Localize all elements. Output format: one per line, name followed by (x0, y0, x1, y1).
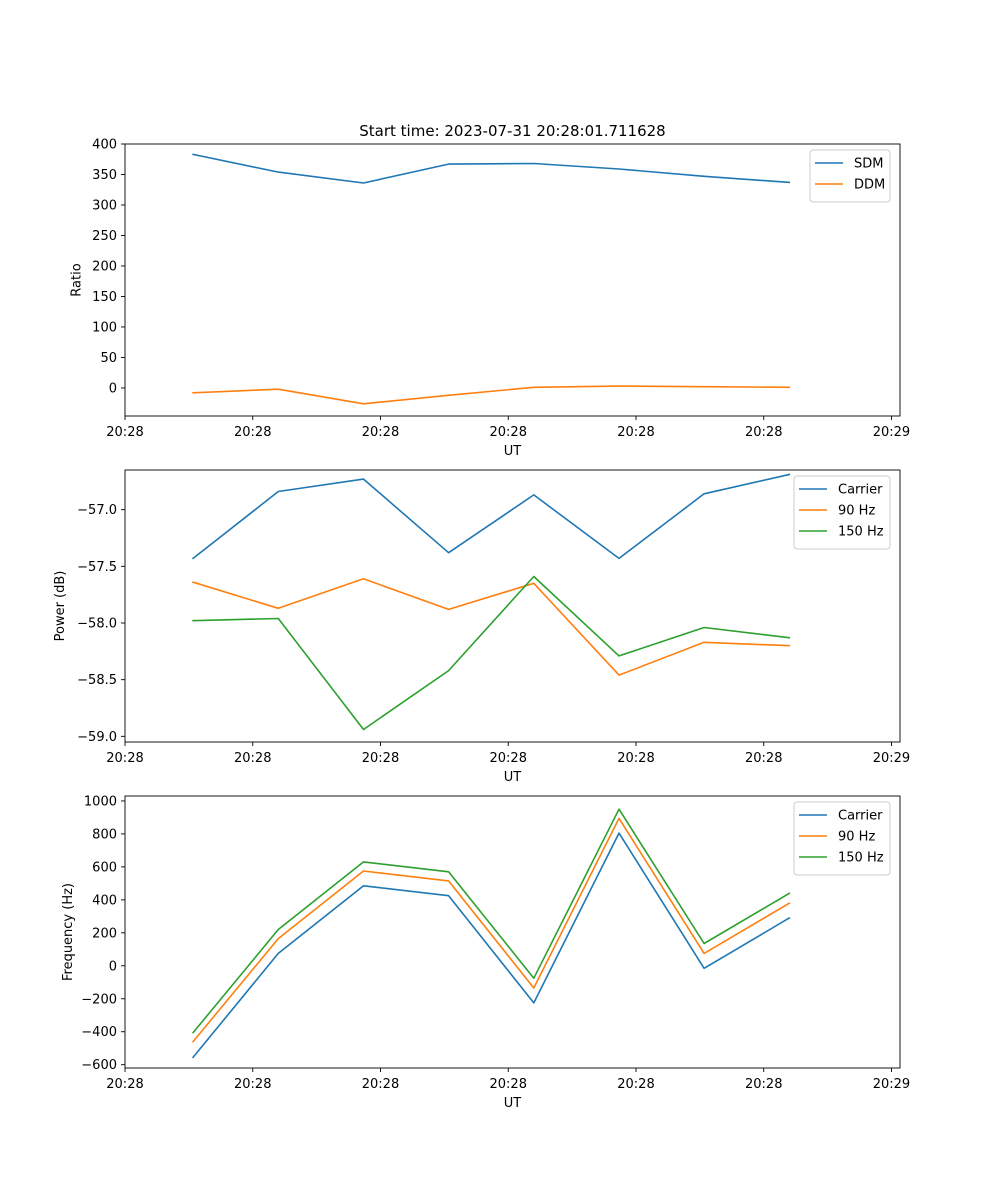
frequency-series-carrier-line (191, 832, 791, 1059)
ratio-legend-label: SDM (854, 157, 883, 172)
power-panel: 20:28 20:28 20:28 20:28 20:28 20:28 20:29 −59.0… (53, 469, 910, 785)
ratio-y-axis-label: Ratio (69, 263, 84, 296)
ratio-y-tick-label: 300 (92, 198, 117, 213)
frequency-x-tick-label: 20:28 (362, 1077, 399, 1092)
ratio-axes-frame (124, 143, 901, 417)
ratio-panel: 20:28 20:28 20:28 20:28 20:28 20:28 20:29 0 50 10… (69, 138, 910, 460)
frequency-legend-label: Carrier (838, 809, 883, 824)
power-series-150-hz-line (192, 575, 791, 731)
ratio-legend-label: DDM (854, 178, 885, 193)
power-y-tick-label: −57.5 (77, 560, 117, 575)
ratio-y-tick-label: 250 (92, 229, 117, 244)
ratio-y-tick-label: 50 (100, 351, 117, 366)
ratio-x-axis-label: UT (504, 444, 522, 459)
frequency-series-150-hz-line (191, 808, 791, 1034)
ratio-x-tick-label: 20:28 (617, 425, 654, 440)
frequency-legend-label: 150 Hz (838, 851, 884, 866)
power-x-tick-label: 20:28 (362, 751, 399, 766)
frequency-y-axis-label: Frequency (Hz) (61, 883, 76, 981)
ratio-series-sdm-line (192, 153, 791, 184)
frequency-y-tick-label: 1000 (84, 794, 117, 809)
ratio-x-tick-label: 20:28 (234, 425, 271, 440)
power-y-tick-label: −58.0 (77, 617, 117, 632)
ratio-y-tick-label: 350 (92, 168, 117, 183)
power-y-axis-label: Power (dB) (53, 571, 68, 642)
power-legend-label: 90 Hz (838, 504, 875, 519)
frequency-panel: 20:28 20:28 20:28 20:28 20:28 20:28 20:29 −600 −… (61, 794, 910, 1111)
frequency-x-tick-label: 20:28 (617, 1077, 654, 1092)
frequency-y-tick-label: 600 (92, 860, 117, 875)
ratio-y-tick-label: 150 (92, 290, 117, 305)
power-x-tick-label: 20:28 (490, 751, 527, 766)
frequency-y-tick-label: −600 (81, 1058, 117, 1073)
ratio-x-tick-label: 20:28 (745, 425, 782, 440)
frequency-y-tick-label: −200 (81, 992, 117, 1007)
frequency-x-tick-label: 20:28 (234, 1077, 271, 1092)
frequency-y-tick-label: 800 (92, 827, 117, 842)
frequency-x-tick-label: 20:28 (745, 1077, 782, 1092)
frequency-y-tick-label: 0 (109, 959, 117, 974)
power-legend-label: Carrier (838, 483, 883, 498)
power-x-axis-label: UT (504, 770, 522, 785)
power-x-tick-label: 20:28 (617, 751, 654, 766)
ratio-y-tick-label: 0 (109, 381, 117, 396)
power-legend-label: 150 Hz (838, 525, 884, 540)
ratio-series-ddm-line (192, 385, 791, 405)
ratio-x-tick-label: 20:28 (490, 425, 527, 440)
frequency-y-tick-label: 400 (92, 893, 117, 908)
figure-title: Start time: 2023-07-31 20:28:01.711628 (359, 122, 665, 140)
power-y-tick-label: −59.0 (77, 730, 117, 745)
ratio-y-tick-label: 400 (92, 138, 117, 153)
power-y-tick-label: −57.0 (77, 503, 117, 518)
frequency-x-axis-label: UT (504, 1096, 522, 1111)
power-series-90-hz-line (192, 577, 791, 676)
frequency-x-tick-label: 20:28 (490, 1077, 527, 1092)
power-axes-frame (124, 469, 901, 743)
power-x-tick-label: 20:28 (745, 751, 782, 766)
power-x-tick-label: 20:28 (234, 751, 271, 766)
frequency-series-90-hz-line (191, 817, 791, 1043)
frequency-y-tick-label: −400 (81, 1025, 117, 1040)
ratio-x-tick-label: 20:28 (106, 425, 143, 440)
frequency-x-tick-label: 20:28 (106, 1077, 143, 1092)
ratio-y-tick-label: 100 (92, 320, 117, 335)
power-x-tick-label: 20:29 (873, 751, 910, 766)
power-x-tick-label: 20:28 (106, 751, 143, 766)
frequency-x-tick-label: 20:29 (873, 1077, 910, 1092)
power-y-tick-label: −58.5 (77, 673, 117, 688)
frequency-legend-label: 90 Hz (838, 830, 875, 845)
frequency-axes-frame (124, 795, 901, 1069)
ratio-y-tick-label: 200 (92, 259, 117, 274)
power-series-carrier-line (191, 473, 791, 560)
frequency-y-tick-label: 200 (92, 926, 117, 941)
ratio-x-tick-label: 20:28 (362, 425, 399, 440)
ratio-x-tick-label: 20:29 (873, 425, 910, 440)
